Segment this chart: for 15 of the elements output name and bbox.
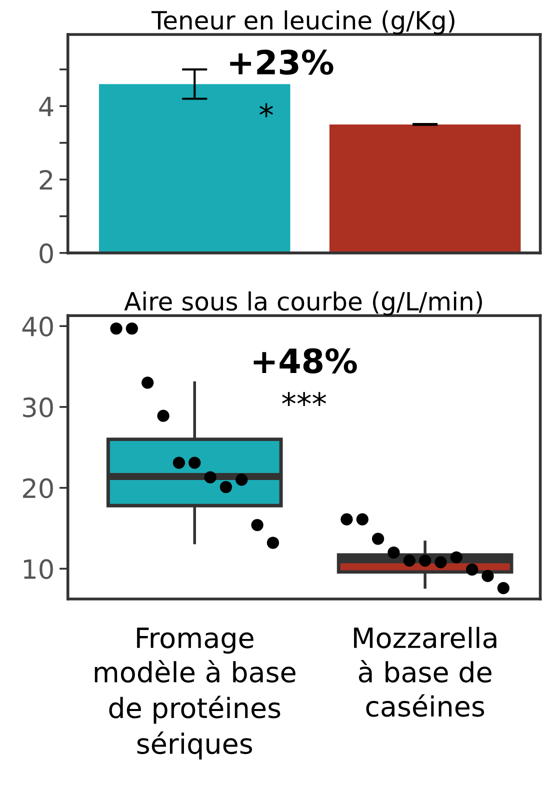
y-tick-label: 0 [40,243,53,264]
y-tick-label: 40 [22,316,53,336]
y-tick-label: 10 [24,559,53,580]
annotation: +23% [230,50,334,75]
x-tick-label: Fromage modèle à base de protéines sériques [94,628,296,760]
y-tick-label: 4 [39,96,54,116]
chart-title: Teneur en leucine (g/Kg) [152,10,454,35]
annotation: * [260,103,274,118]
y-tick-label: 30 [23,397,53,418]
chart-title: Aire sous la courbe (g/L/min) [124,291,482,316]
y-tick-label: 2 [40,170,52,190]
annotation: *** [282,392,326,406]
annotation: +48% [254,348,357,374]
y-tick-label: 20 [23,478,53,498]
x-tick-label: Mozzarella à base de caséines [354,626,496,717]
